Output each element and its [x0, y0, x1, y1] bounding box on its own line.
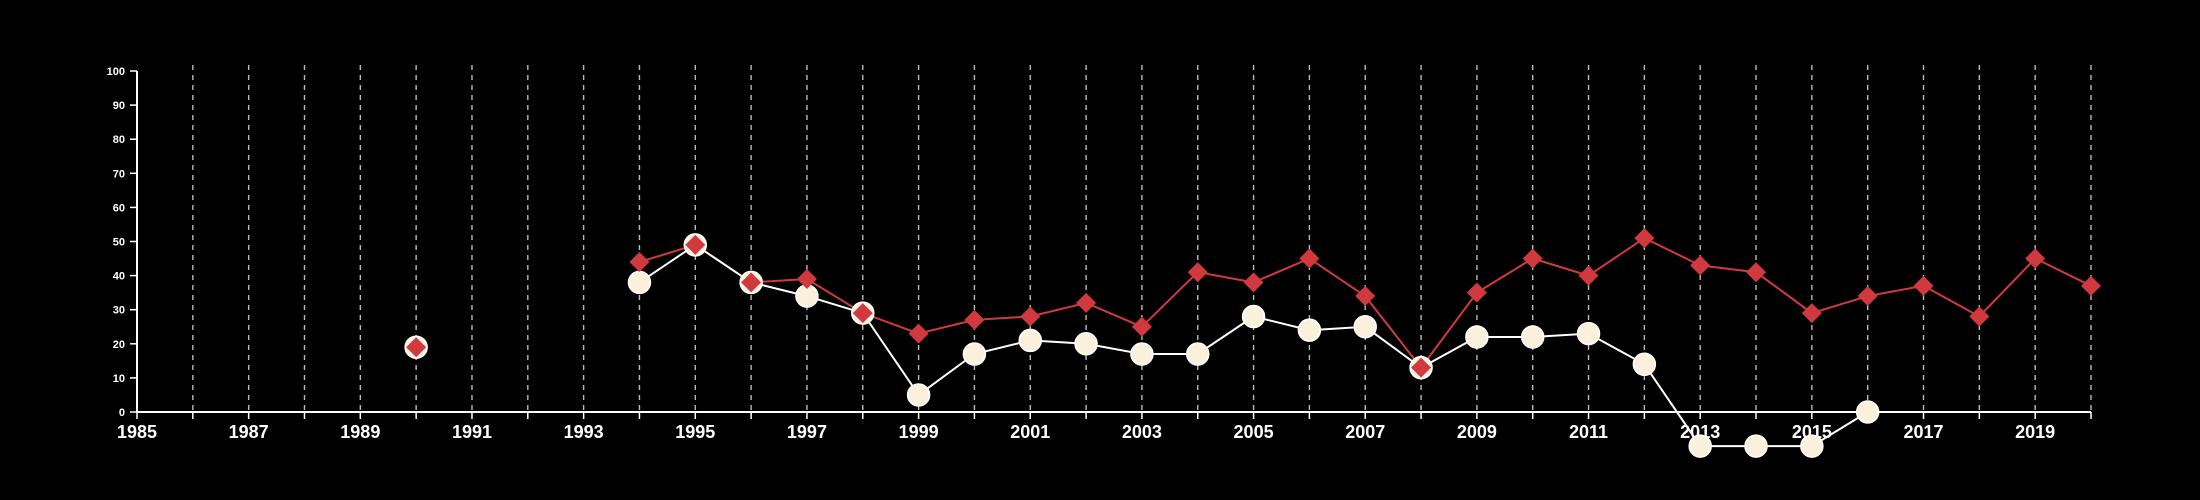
cream-data-point	[906, 383, 931, 407]
x-tick-label: 2015	[1792, 422, 1832, 442]
y-tick-label: 30	[113, 305, 125, 317]
red-data-point	[741, 272, 762, 293]
x-tick-label: 1993	[564, 422, 604, 442]
red-data-point	[1466, 282, 1487, 303]
x-tick-label: 1987	[229, 422, 269, 442]
x-tick-label: 2001	[1010, 422, 1050, 442]
x-tick-label: 1995	[675, 422, 715, 442]
x-tick-label: 2005	[1234, 422, 1274, 442]
y-tick-label: 20	[113, 339, 125, 351]
red-data-point	[1076, 292, 1097, 313]
red-data-point	[1690, 255, 1711, 276]
cream-data-point	[1018, 328, 1043, 353]
red-data-point	[1578, 265, 1599, 286]
x-tick-label: 1985	[117, 422, 157, 442]
red-data-point	[1857, 286, 1878, 307]
x-tick-label: 1999	[899, 422, 939, 442]
red-data-point	[406, 337, 427, 358]
cream-data-point	[1074, 332, 1098, 356]
red-data-point	[1299, 248, 1320, 269]
cream-data-point	[962, 342, 987, 366]
red-data-point	[1187, 262, 1208, 283]
red-data-point	[2025, 248, 2046, 269]
red-data-point	[1969, 306, 1990, 327]
cream-data-point	[1241, 304, 1266, 329]
x-tick-label: 1989	[340, 422, 380, 442]
y-tick-label: 90	[113, 100, 125, 112]
cream-data-point	[1632, 352, 1657, 377]
cream-data-point	[1353, 315, 1377, 339]
x-tick-label: 2009	[1457, 422, 1497, 442]
cream-data-point	[1576, 321, 1601, 346]
red-data-point	[685, 234, 706, 255]
red-data-point	[1355, 286, 1376, 307]
y-tick-label: 80	[113, 134, 125, 146]
cream-data-point	[1688, 434, 1712, 458]
red-data-point	[1634, 228, 1655, 249]
x-tick-label: 2011	[1569, 422, 1608, 442]
red-data-point	[1801, 303, 1822, 324]
red-data-point	[908, 323, 929, 344]
x-tick-label: 2007	[1345, 422, 1385, 442]
y-tick-label: 0	[119, 407, 125, 419]
x-tick-label: 2013	[1680, 422, 1720, 442]
cream-data-point	[1465, 325, 1489, 349]
red-data-point	[964, 309, 985, 330]
y-tick-label: 40	[113, 271, 125, 283]
red-data-point	[796, 269, 817, 290]
cream-data-point	[627, 270, 652, 295]
cream-data-point	[1800, 434, 1824, 458]
red-data-point	[1913, 275, 1934, 296]
x-tick-label: 2017	[1903, 422, 1943, 442]
red-data-point	[1411, 357, 1432, 378]
y-tick-label: 50	[113, 237, 125, 249]
x-tick-label: 2003	[1122, 422, 1162, 442]
y-tick-label: 70	[113, 168, 125, 180]
y-tick-label: 100	[107, 66, 125, 78]
red-data-point	[1020, 306, 1041, 327]
y-tick-label: 10	[113, 373, 125, 385]
red-data-point	[2081, 275, 2101, 296]
axis-layer: 0 10 20 30 40 50 60 70 80 90 100 1985 1987 1989 1991 19…	[107, 66, 2092, 442]
cream-data-point	[1130, 342, 1154, 366]
series-layer	[404, 228, 2101, 458]
cream-data-point	[1185, 342, 1210, 366]
cream-data-point	[1520, 325, 1545, 349]
red-data-point	[1131, 316, 1152, 337]
x-tick-label: 2019	[2015, 422, 2055, 442]
cream-data-point	[1744, 434, 1768, 458]
red-data-point	[1243, 272, 1264, 293]
cream-data-point	[1855, 400, 1880, 424]
red-data-point	[1746, 262, 1767, 283]
red-data-point	[1522, 248, 1543, 269]
red-data-point	[629, 251, 650, 272]
red-data-point	[852, 303, 873, 324]
y-tick-label: 60	[113, 202, 125, 214]
cream-data-point	[1297, 318, 1322, 342]
x-tick-label: 1997	[787, 422, 827, 442]
x-tick-label: 1991	[452, 422, 492, 442]
grid-layer	[192, 65, 2092, 412]
